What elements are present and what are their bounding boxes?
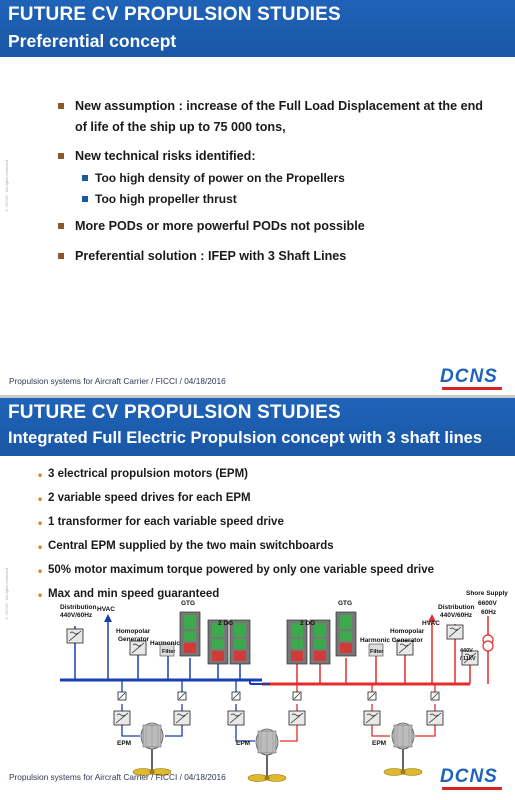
epm-motor-right-icon [383, 722, 423, 777]
bullet-text: New assumption : increase of the Full Lo… [75, 99, 483, 113]
bullet-dot: • [38, 516, 43, 530]
ifep-single-line-diagram [60, 611, 494, 783]
bullet-epm: • 3 electrical propulsion motors (EPM) [38, 468, 249, 482]
epm-motor-left-icon [132, 722, 172, 777]
bullet-text-cont: of life of the ship up to 75 000 tons, [75, 120, 286, 134]
label-left-harmonic: Harmonic [150, 640, 180, 647]
slide-2-title: FUTURE CV PROPULSION STUDIES [8, 402, 341, 423]
label-left-generator: Generator [118, 636, 150, 643]
label-right-harmonic-generator: Harmonic Generator [360, 637, 423, 644]
dcns-logo: DCNS [440, 766, 498, 787]
bullet-dot: • [38, 468, 43, 482]
sub-bullet-marker [82, 175, 88, 181]
label-shore-frequency: 60Hz [481, 609, 497, 616]
bullet-text: New technical risks identified: [75, 149, 256, 163]
label-right-gtg: GTG [338, 600, 353, 607]
dcns-logo: DCNS [440, 366, 498, 387]
label-left-hvac: HVAC [97, 606, 115, 613]
copyright-sidebar: © DCNS · All rights reserved [4, 160, 9, 213]
label-transformer-voltage: 440V [460, 648, 473, 654]
bullet-text: 2 variable speed drives for each EPM [48, 492, 251, 504]
label-shore-voltage: 6600V [478, 600, 497, 607]
label-epm-left: EPM [117, 740, 132, 747]
bullet-marker [58, 253, 64, 259]
slide-1-header: FUTURE CV PROPULSION STUDIES Preferentia… [0, 0, 515, 57]
bullet-torque: • 50% motor maximum torque powered by onl… [38, 564, 434, 578]
label-epm-right: EPM [372, 740, 387, 747]
bullet-text: Central EPM supplied by the two main swi… [48, 540, 334, 552]
bullet-transformer: • 1 transformer for each variable speed d… [38, 516, 284, 530]
label-left-distribution-voltage: 440V/60Hz [60, 612, 93, 619]
label-left-filter: Filter [162, 649, 176, 655]
label-right-distribution: Distribution [438, 604, 475, 611]
bullet-dot: • [38, 588, 43, 602]
label-left-2dg: 2 DG [218, 620, 234, 627]
bullet-new-assumption: New assumption : increase of the Full Lo… [58, 96, 505, 138]
bullet-marker [58, 223, 64, 229]
sub-bullet-text: Too high density of power on the Propell… [95, 171, 345, 185]
label-left-gtg: GTG [181, 600, 196, 607]
bullet-text: 1 transformer for each variable speed dr… [48, 516, 284, 528]
bullet-text: Max and min speed guaranteed [48, 588, 220, 600]
sub-bullet-density: Too high density of power on the Propell… [82, 171, 345, 185]
label-right-homopolar: Homopolar [390, 628, 425, 635]
label-right-hvac: HVAC [422, 620, 440, 627]
label-shore-supply: Shore Supply [466, 590, 508, 597]
epm-motor-center-icon [247, 728, 287, 783]
slide-2-header: FUTURE CV PROPULSION STUDIES Integrated … [0, 398, 515, 456]
slide-2-footer: Propulsion systems for Aircraft Carrier … [9, 772, 226, 782]
bullet-drives: • 2 variable speed drives for each EPM [38, 492, 251, 506]
bullet-text: 3 electrical propulsion motors (EPM) [48, 468, 249, 480]
sub-bullet-text: Too high propeller thrust [95, 192, 237, 206]
sub-bullet-marker [82, 196, 88, 202]
bullet-speed: • Max and min speed guaranteed [38, 588, 220, 602]
slide-1-footer: Propulsion systems for Aircraft Carrier … [9, 376, 226, 386]
bullet-marker [58, 153, 64, 159]
bullet-dot: • [38, 564, 43, 578]
bullet-preferential-solution: Preferential solution : IFEP with 3 Shaf… [58, 246, 505, 267]
label-left-distribution: Distribution [60, 604, 97, 611]
bullet-more-pods: More PODs or more powerful PODs not poss… [58, 216, 505, 237]
slide-separator [0, 395, 515, 398]
label-left-homopolar: Homopolar [116, 628, 151, 635]
label-right-distribution-voltage: 440V/60Hz [440, 612, 473, 619]
slide-2-subtitle: Integrated Full Electric Propulsion conc… [8, 429, 482, 447]
bullet-dot: • [38, 492, 43, 506]
label-transformer-voltage-hv: / 11kV [460, 656, 476, 662]
bullet-dot: • [38, 540, 43, 554]
bullet-central-epm: • Central EPM supplied by the two main sw… [38, 540, 334, 554]
label-right-filter: Filter [370, 649, 384, 655]
bullet-marker [58, 103, 64, 109]
slide-1-subtitle: Preferential concept [8, 31, 177, 51]
bullet-new-risks: New technical risks identified: [58, 146, 505, 167]
label-right-2dg: 2 DG [300, 620, 316, 627]
label-epm-center: EPM [236, 740, 251, 747]
sub-bullet-thrust: Too high propeller thrust [82, 192, 237, 206]
dcns-logo-underline [442, 387, 502, 390]
dcns-logo-underline [442, 787, 502, 790]
bullet-text: 50% motor maximum torque powered by only… [48, 564, 434, 576]
slide-1-title: FUTURE CV PROPULSION STUDIES [8, 4, 341, 25]
slide-2: FUTURE CV PROPULSION STUDIES Integrated … [0, 398, 515, 800]
bullet-text: Preferential solution : IFEP with 3 Shaf… [75, 249, 347, 263]
bullet-text: More PODs or more powerful PODs not poss… [75, 219, 365, 233]
slide-1: FUTURE CV PROPULSION STUDIES Preferentia… [0, 0, 515, 395]
